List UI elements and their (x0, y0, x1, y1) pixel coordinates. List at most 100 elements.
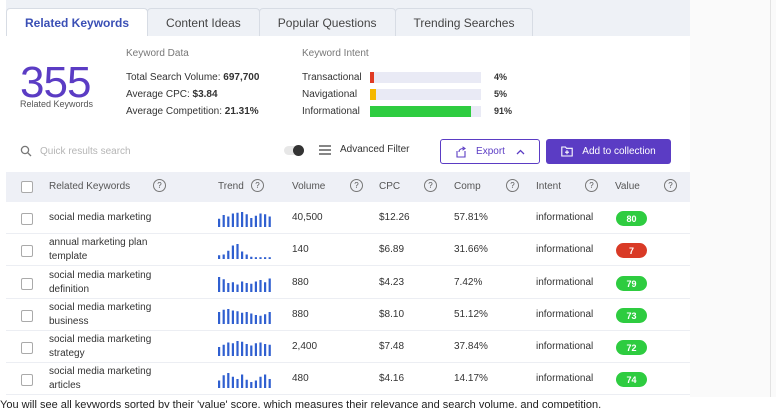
chevron-up-icon (516, 149, 525, 154)
intent-transactional: Transactional 4% (302, 71, 507, 83)
comp-cell: 14.17% (454, 373, 488, 384)
trend-bar (264, 314, 267, 324)
header-value[interactable]: Value (615, 181, 640, 192)
average-competition-label: Average Competition: (126, 106, 222, 117)
intent-bar (370, 105, 481, 117)
table-row[interactable]: social media marketing strategy 2,400 $7.48… (6, 332, 690, 363)
volume-cell: 40,500 (292, 212, 323, 223)
trend-bar (264, 374, 267, 388)
help-icon[interactable]: ? (350, 179, 363, 192)
table-row[interactable]: annual marketing plan template 140 $6.89 31.… (6, 235, 690, 266)
tab-trending-searches[interactable]: Trending Searches (394, 8, 534, 36)
add-to-collection-button[interactable]: Add to collection (546, 139, 671, 164)
value-score-badge: 79 (616, 276, 647, 291)
help-icon[interactable]: ? (664, 179, 677, 192)
trend-bar (259, 376, 262, 388)
trend-bar (241, 341, 244, 356)
trend-bar (245, 379, 248, 388)
cpc-cell: $7.48 (379, 341, 405, 352)
trend-bar (218, 277, 221, 292)
trend-bar (222, 254, 225, 259)
keyword-cell[interactable]: social media marketing (49, 211, 169, 225)
row-checkbox[interactable] (21, 374, 33, 386)
trend-bar (245, 214, 248, 227)
table-row[interactable]: social media marketing articles 480 $4.16 14… (6, 364, 690, 395)
help-icon[interactable]: ? (153, 179, 166, 192)
keyword-line: business (49, 316, 89, 327)
row-checkbox[interactable] (21, 278, 33, 290)
trend-bar (250, 382, 253, 388)
select-all-checkbox[interactable] (21, 181, 33, 193)
trend-bar (241, 281, 244, 292)
trend-sparkline (218, 277, 271, 292)
total-search-volume-label: Total Search Volume: (126, 72, 221, 83)
trend-bar (264, 257, 267, 259)
header-volume[interactable]: Volume (292, 181, 326, 192)
total-search-volume-value: 697,700 (223, 72, 260, 83)
help-icon[interactable]: ? (585, 179, 598, 192)
quick-results-search-input[interactable] (40, 142, 220, 160)
header-trend[interactable]: Trend (218, 181, 244, 192)
intent-bar (370, 71, 481, 83)
cpc-cell: $12.26 (379, 212, 410, 223)
related-keywords-count: 355 (20, 58, 91, 107)
help-icon[interactable]: ? (506, 179, 519, 192)
keyword-cell[interactable]: annual marketing plan template (49, 236, 169, 264)
advanced-filter-label[interactable]: Advanced Filter (340, 144, 410, 155)
trend-bar (259, 213, 262, 227)
trend-bar (268, 216, 271, 227)
average-competition: Average Competition: 21.31% (126, 106, 259, 117)
export-button[interactable]: Export (440, 139, 540, 164)
cpc-cell: $4.16 (379, 373, 405, 384)
trend-sparkline (218, 244, 271, 259)
average-cpc: Average CPC: $3.84 (126, 89, 218, 100)
keyword-line: social media marketing (49, 212, 152, 223)
intent-cell: informational (536, 244, 594, 255)
row-checkbox[interactable] (21, 245, 33, 257)
trend-bar (268, 379, 271, 388)
tab-popular-questions[interactable]: Popular Questions (258, 8, 396, 36)
keyword-cell[interactable]: social media marketing business (49, 301, 169, 329)
header-related-keywords[interactable]: Related Keywords (49, 181, 131, 192)
trend-sparkline (218, 373, 271, 388)
keyword-data-title: Keyword Data (126, 48, 189, 59)
trend-bar (241, 312, 244, 324)
keyword-cell[interactable]: social media marketing definition (49, 269, 169, 297)
trend-bar (268, 257, 271, 259)
row-checkbox[interactable] (21, 310, 33, 322)
trend-bar (250, 283, 253, 292)
table-row[interactable]: social media marketing business 880 $8.10 51… (6, 300, 690, 331)
row-checkbox[interactable] (21, 342, 33, 354)
table-row[interactable]: social media marketing definition 880 $4.23… (6, 268, 690, 299)
tab-related-keywords[interactable]: Related Keywords (6, 8, 149, 37)
intent-bar (370, 88, 481, 100)
trend-bar (264, 282, 267, 292)
trend-bar (231, 310, 234, 324)
trend-bar (241, 251, 244, 259)
keyword-cell[interactable]: social media marketing strategy (49, 333, 169, 361)
header-cpc[interactable]: CPC (379, 181, 401, 192)
trend-bar (227, 283, 230, 292)
header-intent[interactable]: Intent (536, 181, 562, 192)
comp-cell: 57.81% (454, 212, 488, 223)
average-cpc-label: Average CPC: (126, 89, 190, 100)
table-header: Related Keywords ? Trend ? Volume ? CPC … (6, 172, 690, 202)
table-row[interactable]: social media marketing 40,500 $12.26 57.81%… (6, 203, 690, 234)
help-icon[interactable]: ? (251, 179, 264, 192)
row-checkbox[interactable] (21, 213, 33, 225)
comp-cell: 31.66% (454, 244, 488, 255)
trend-bar (241, 212, 244, 227)
keyword-line: definition (49, 284, 90, 295)
intent-name: Informational (302, 105, 360, 117)
intent-percent: 5% (494, 89, 508, 99)
trend-sparkline (218, 341, 271, 356)
help-icon[interactable]: ? (424, 179, 437, 192)
advanced-filter-toggle[interactable] (284, 145, 304, 156)
keyword-cell[interactable]: social media marketing articles (49, 365, 169, 393)
intent-cell: informational (536, 373, 594, 384)
intent-bar-fill (370, 88, 376, 100)
tab-content-ideas[interactable]: Content Ideas (147, 8, 260, 36)
toggle-knob (293, 145, 304, 156)
header-comp[interactable]: Comp (454, 181, 481, 192)
trend-bar (250, 218, 253, 227)
